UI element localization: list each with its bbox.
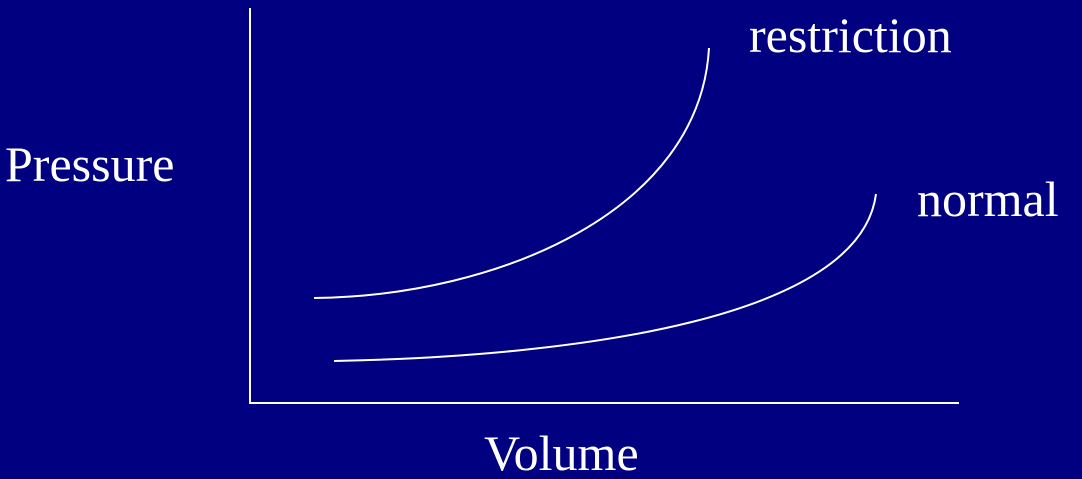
normal-curve-label: normal: [917, 171, 1059, 227]
x-axis-label: Volume: [484, 425, 639, 479]
normal-curve: [333, 193, 877, 362]
restriction-curve-label: restriction: [749, 7, 952, 63]
restriction-curve: [313, 47, 710, 299]
y-axis-label: Pressure: [5, 136, 175, 192]
